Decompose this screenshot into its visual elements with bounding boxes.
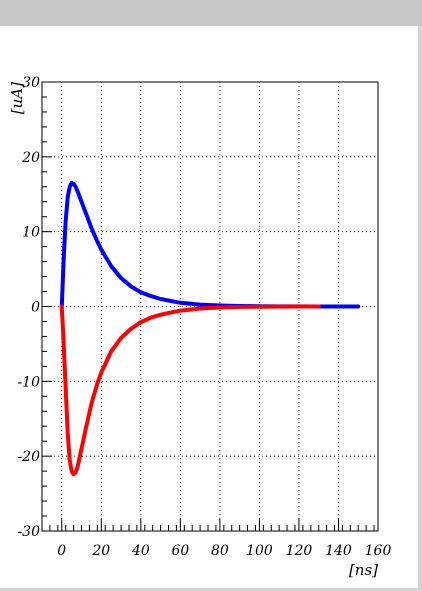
series-line-1 bbox=[59, 181, 361, 309]
x-tick-label: 120 bbox=[286, 543, 313, 559]
x-tick-label: 40 bbox=[131, 543, 150, 559]
x-tick-label: 100 bbox=[246, 543, 273, 559]
y-axis-title: [uA] bbox=[8, 82, 26, 114]
y-tick-label: -10 bbox=[17, 374, 40, 390]
y-tick-label: 10 bbox=[22, 225, 40, 241]
y-tick-label: 0 bbox=[31, 300, 40, 316]
x-tick-label: 20 bbox=[91, 543, 110, 559]
window-frame-bottom bbox=[0, 588, 422, 591]
window-title-bar[interactable] bbox=[0, 0, 422, 26]
plot-frame bbox=[41, 81, 379, 532]
x-tick-label: 80 bbox=[211, 543, 229, 559]
y-tick-label: 30 bbox=[22, 75, 40, 91]
y-tick-label: 20 bbox=[21, 150, 40, 166]
window-frame-right bbox=[418, 26, 422, 591]
series-line-2 bbox=[59, 304, 321, 477]
x-tick-label: 0 bbox=[57, 543, 66, 559]
x-axis-title: [ns] bbox=[349, 561, 378, 579]
x-tick-label: 160 bbox=[365, 543, 392, 559]
y-tick-label: -30 bbox=[17, 524, 40, 540]
axis-ticks bbox=[41, 81, 379, 532]
y-tick-label: -20 bbox=[17, 449, 40, 465]
series-group bbox=[59, 181, 361, 477]
x-tick-label: 60 bbox=[171, 543, 189, 559]
x-tick-label: 140 bbox=[325, 543, 352, 559]
